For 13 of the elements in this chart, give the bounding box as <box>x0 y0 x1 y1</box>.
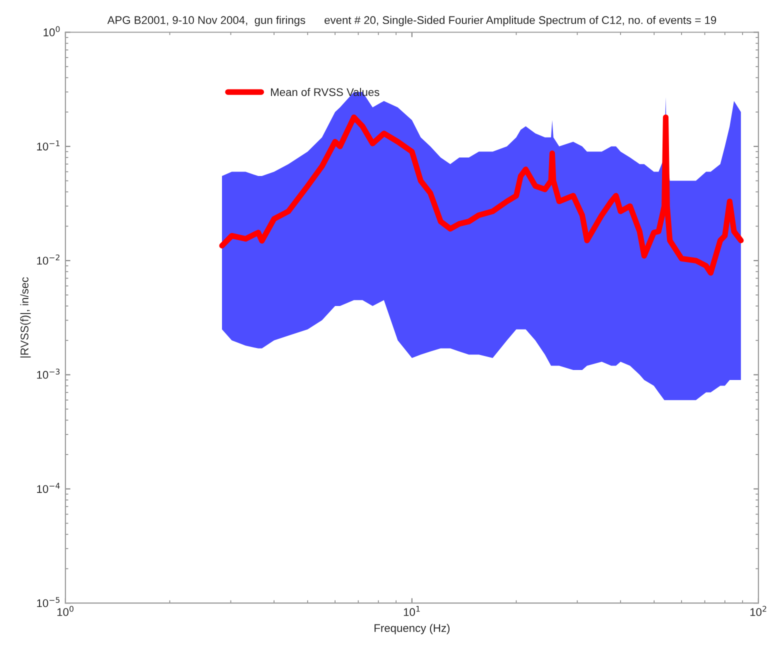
y-tick-label: 10$^{−1}$ <box>37 140 60 150</box>
y-tick-label: 10$^{−4}$ <box>37 482 60 493</box>
chart-title: APG B2001, 9-10 Nov 2004, gun firings event # 20, Single-Sided Fourier Amplitude Spectrum of C12, no. of events = 19 <box>107 16 716 26</box>
y-tick-label: 10$^{−2}$ <box>37 254 60 265</box>
y-tick-label: 10$^{−5}$ <box>37 597 60 608</box>
y-tick-label: 10$^{0}$ <box>44 26 60 36</box>
y-tick-label: 10$^{−3}$ <box>37 368 60 379</box>
x-axis-title: Frequency (Hz) <box>374 624 450 634</box>
y-axis-title: |RVSS(f)|, in/sec <box>20 277 31 358</box>
x-tick-label: 10$^{2}$ <box>750 606 766 616</box>
x-tick-label: 10$^{1}$ <box>404 606 420 616</box>
legend-label: Mean of RVSS Values <box>271 88 380 96</box>
x-tick-label: 10$^{0}$ <box>57 606 74 616</box>
